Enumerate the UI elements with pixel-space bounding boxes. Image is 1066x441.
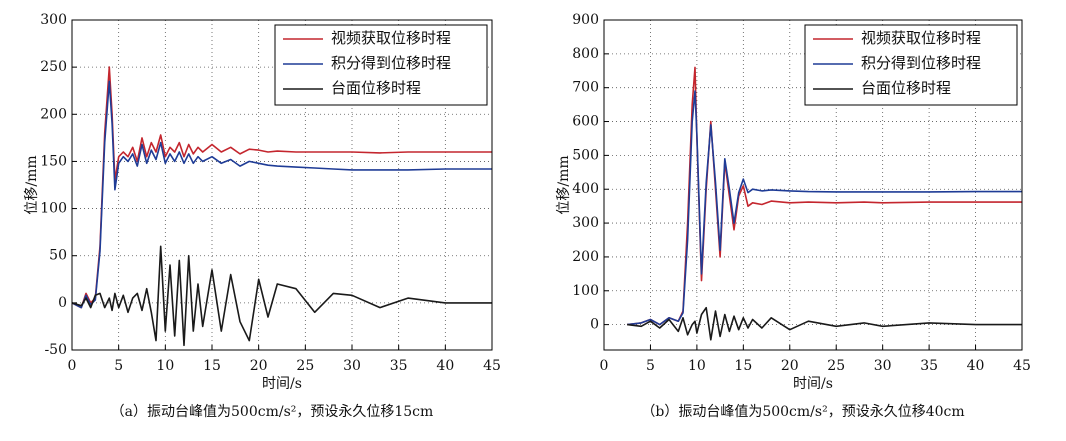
series-line	[627, 306, 1022, 341]
series-line	[627, 90, 1022, 326]
x-tick-label: 40	[436, 358, 454, 374]
y-tick-label: 0	[58, 295, 67, 311]
x-tick-label: 5	[646, 358, 655, 374]
legend-label: 积分得到位移时程	[331, 54, 451, 72]
y-tick-label: 300	[40, 12, 67, 28]
x-tick-label: 15	[734, 358, 752, 374]
caption: （b）振动台峰值为500cm/s²，预设永久位移40cm	[641, 404, 964, 420]
series-line	[71, 245, 492, 347]
plot: 0 100 200 300 400 500 600 700 800 900 0 5 10 15 20 25 30…	[556, 12, 1031, 420]
x-tick-label: 5	[114, 358, 123, 374]
x-tick-label: 30	[343, 358, 361, 374]
y-tick-label: 400	[572, 181, 599, 197]
y-tick-label: 500	[572, 147, 599, 163]
x-tick-label: 40	[967, 358, 985, 374]
y-axis-label: 位移/mm	[24, 155, 40, 214]
x-tick-label: 10	[156, 358, 174, 374]
x-axis-label: 时间/s	[262, 376, 302, 392]
y-tick-label: 250	[40, 59, 67, 75]
x-tick-label: 30	[874, 358, 892, 374]
y-tick-label: 100	[40, 201, 67, 217]
y-tick-label: 0	[590, 317, 599, 333]
y-tick-label: 900	[572, 12, 599, 28]
x-tick-label: 35	[390, 358, 408, 374]
y-tick-label: 200	[40, 106, 67, 122]
legend-label: 台面位移时程	[331, 79, 421, 97]
x-tick-label: 45	[1013, 358, 1031, 374]
legend-label: 积分得到位移时程	[861, 54, 981, 72]
x-tick-label: 20	[250, 358, 268, 374]
x-tick-label: 15	[203, 358, 221, 374]
x-tick-label: 45	[483, 358, 501, 374]
plot-frame	[71, 19, 493, 351]
series-line	[71, 80, 492, 309]
x-tick-label: 35	[920, 358, 938, 374]
x-tick-label: 25	[296, 358, 314, 374]
y-tick-label: 600	[572, 114, 599, 130]
x-tick-label: 0	[68, 358, 77, 374]
legend-label: 视频获取位移时程	[861, 29, 981, 47]
y-tick-label: 800	[572, 46, 599, 62]
plot-frame	[603, 19, 1023, 351]
x-tick-label: 10	[688, 358, 706, 374]
x-tick-label: 0	[600, 358, 609, 374]
caption: （a）振动台峰值为500cm/s²，预设永久位移15cm	[111, 404, 434, 420]
series-line	[71, 66, 492, 309]
y-axis-label: 位移/mm	[556, 155, 572, 214]
legend-label: 视频获取位移时程	[331, 29, 451, 47]
y-tick-label: 150	[40, 153, 67, 169]
x-tick-label: 20	[781, 358, 799, 374]
x-axis-label: 时间/s	[793, 376, 833, 392]
y-tick-label: 300	[572, 215, 599, 231]
y-tick-label: 100	[572, 283, 599, 299]
x-tick-label: 25	[827, 358, 845, 374]
legend-label: 台面位移时程	[861, 79, 951, 97]
y-tick-label: 50	[49, 248, 67, 264]
y-tick-label: 700	[572, 80, 599, 96]
y-tick-label: 200	[572, 249, 599, 265]
y-tick-label: -50	[44, 342, 67, 358]
